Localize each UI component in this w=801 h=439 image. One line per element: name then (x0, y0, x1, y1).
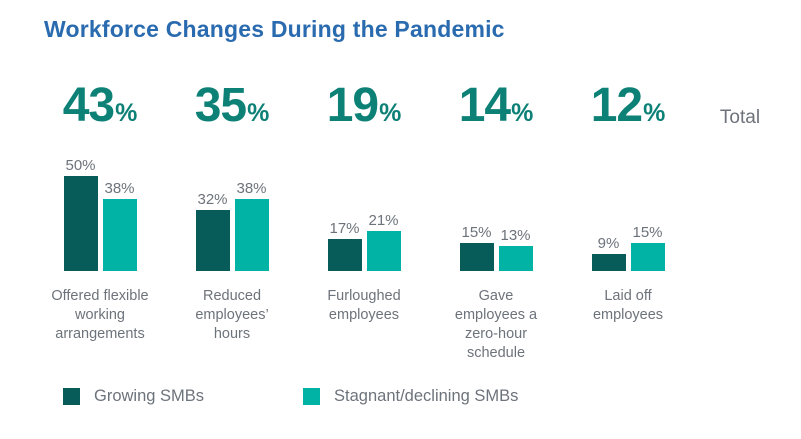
bar-growing (63, 176, 98, 271)
legend-item-stagnant: Stagnant/declining SMBs (303, 387, 518, 406)
legend-item-growing: Growing SMBs (63, 387, 204, 406)
bar-value-label: 21% (368, 212, 399, 230)
percent-sign: % (511, 99, 534, 127)
chart-title: Workforce Changes During the Pandemic (44, 16, 505, 42)
percent-sign: % (643, 99, 666, 127)
percent-sign: % (115, 99, 138, 127)
bar-stagnant-wrap: 15% (630, 223, 665, 271)
bar-value-label: 17% (329, 219, 360, 237)
total-percentage: 35% (195, 70, 270, 142)
bar-stagnant-wrap: 13% (498, 227, 533, 271)
chart-group-3: 19% 17% 21% Furloughed employees (298, 70, 430, 325)
bar-growing (459, 242, 494, 271)
bar-growing (327, 238, 362, 271)
bar-pair: 32% 38% (195, 142, 269, 271)
legend-label-growing: Growing SMBs (94, 387, 205, 405)
bar-pair: 17% 21% (327, 142, 401, 271)
bar-growing-wrap: 17% (327, 219, 362, 271)
total-number: 35 (194, 79, 247, 132)
bar-value-label: 50% (65, 157, 96, 174)
chart-group-4: 14% 15% 13% Gave employees a zero-hour s… (430, 70, 562, 364)
bar-pair: 50% 38% (63, 142, 137, 271)
bar-value-label: 15% (632, 223, 663, 241)
total-number: 12 (590, 79, 643, 132)
total-percentage: 43% (63, 70, 138, 142)
bar-value-label: 9% (597, 234, 620, 252)
bar-stagnant (498, 246, 533, 271)
percent-sign: % (247, 99, 270, 127)
total-number: 14 (458, 79, 511, 132)
bar-growing-wrap: 15% (459, 223, 494, 271)
bar-value-label: 38% (236, 179, 267, 197)
total-number: 19 (326, 79, 379, 132)
percent-sign: % (379, 99, 402, 127)
category-label: Laid off employees (592, 288, 664, 324)
bar-value-label: 32% (197, 191, 228, 209)
chart-group-1: 43% 50% 38% Offered flexible working arr… (34, 70, 166, 344)
bar-value-label: 15% (461, 223, 492, 241)
bar-stagnant (630, 242, 665, 271)
bar-stagnant-wrap: 38% (234, 179, 269, 271)
bar-pair: 9% 15% (591, 142, 665, 271)
total-column: Total (694, 70, 786, 142)
legend: Growing SMBs Stagnant/declining SMBs (63, 387, 518, 406)
bar-stagnant (366, 231, 401, 271)
category-label: Offered flexible working arrangements (51, 288, 149, 343)
chart-columns: 43% 50% 38% Offered flexible working arr… (34, 70, 786, 364)
total-percentage: 19% (327, 70, 402, 142)
bar-growing (591, 253, 626, 271)
total-number: 43 (62, 79, 115, 132)
bar-growing-wrap: 50% (63, 157, 98, 271)
bar-growing-wrap: 9% (591, 234, 626, 271)
total-heading: Total (719, 107, 761, 128)
chart-group-2: 35% 32% 38% Reduced employees’ hours (166, 70, 298, 344)
bar-stagnant (234, 198, 269, 271)
bar-pair: 15% 13% (459, 142, 533, 271)
bar-stagnant (102, 198, 137, 271)
bar-stagnant-wrap: 38% (102, 179, 137, 271)
category-label: Reduced employees’ hours (195, 288, 269, 343)
legend-swatch-stagnant (303, 388, 321, 405)
legend-swatch-growing (63, 388, 80, 405)
chart-group-5: 12% 9% 15% Laid off employees (562, 70, 694, 325)
category-label: Furloughed employees (327, 288, 401, 324)
total-percentage: 12% (591, 70, 666, 142)
bar-growing-wrap: 32% (195, 191, 230, 271)
total-percentage: 14% (459, 70, 534, 142)
bar-stagnant-wrap: 21% (366, 212, 401, 271)
bar-growing (195, 210, 230, 271)
legend-label-stagnant: Stagnant/declining SMBs (334, 387, 519, 405)
category-label: Gave employees a zero-hour schedule (454, 288, 538, 362)
bar-value-label: 38% (104, 179, 135, 197)
bar-value-label: 13% (500, 227, 531, 245)
